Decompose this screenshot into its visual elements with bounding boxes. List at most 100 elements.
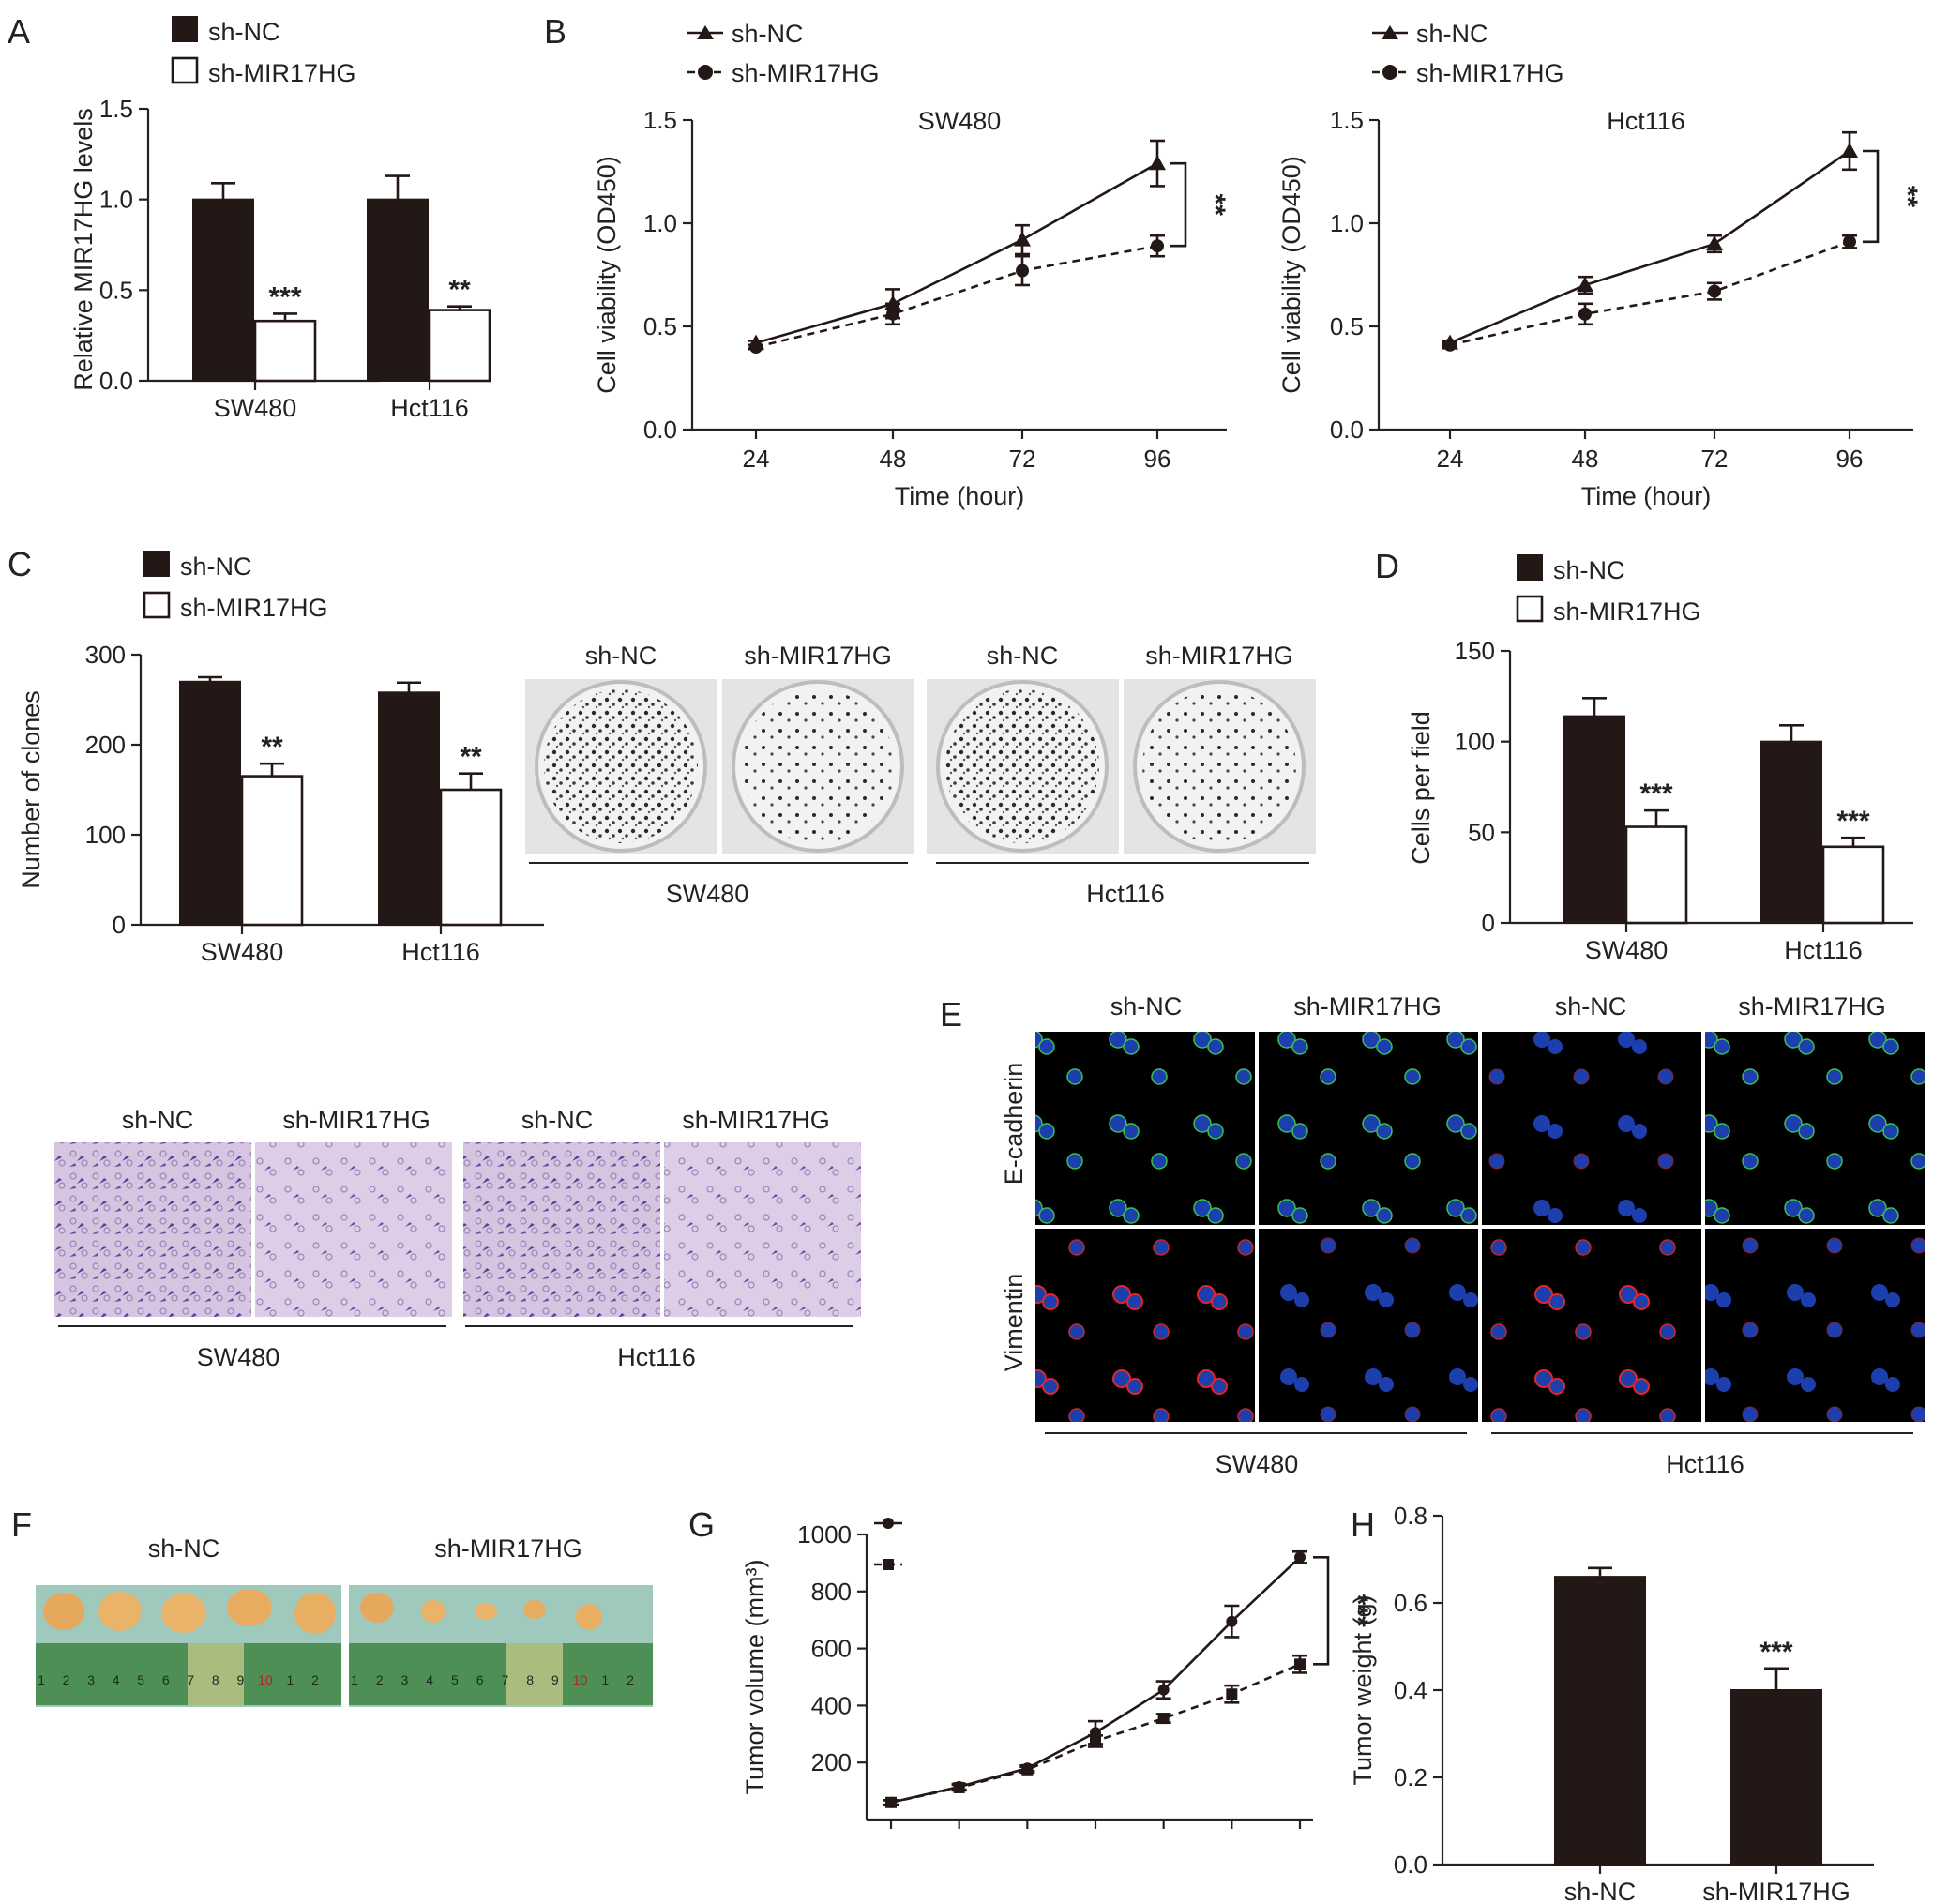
legend-b1-label-nc: sh-NC — [732, 20, 804, 48]
ruler-number: 8 — [526, 1672, 534, 1687]
legend-c-label-kd: sh-MIR17HG — [180, 594, 328, 622]
chart-title: Hct116 — [1607, 107, 1685, 135]
data-point — [1706, 235, 1723, 250]
data-point — [1021, 1763, 1034, 1776]
bar — [1624, 825, 1688, 925]
bar — [1821, 845, 1885, 925]
ruler-number: 1 — [351, 1672, 358, 1687]
y-tick-label: 1.5 — [643, 106, 677, 134]
if-photo-vim-sw480-nc — [1035, 1229, 1255, 1422]
data-point — [1843, 234, 1856, 249]
tumor-photo-kd — [349, 1585, 653, 1707]
ruler-number: 9 — [236, 1672, 244, 1687]
tumor-ruler-numbers: 1 2 3 4 5 6 7 8 9 10 1 2 1 2 3 4 5 6 7 8 9 10 1 2 — [38, 1672, 634, 1687]
data-point — [1157, 1684, 1170, 1696]
x-tick-label: 48 — [1572, 445, 1599, 473]
panel-letter-e: E — [940, 995, 962, 1034]
data-point — [1841, 143, 1858, 158]
legend-c-swatch-nc — [143, 551, 170, 577]
panel-letter-g: G — [688, 1505, 715, 1544]
ruler-number: 2 — [311, 1672, 319, 1687]
data-point — [1149, 155, 1166, 171]
significance-label: ** — [460, 742, 482, 773]
ruler-number: 7 — [501, 1672, 508, 1687]
y-tick-label: 0.2 — [1394, 1763, 1427, 1791]
significance-label: ** — [1892, 186, 1923, 208]
significance-label: *** — [268, 281, 301, 312]
bar — [1730, 1689, 1822, 1866]
x-axis-label: Time (hour) — [895, 482, 1025, 510]
y-axis-label: Tumor volume (mm³) — [741, 1559, 769, 1794]
ruler-number: 5 — [451, 1672, 459, 1687]
y-tick-label: 0.4 — [1394, 1676, 1427, 1704]
ruler-number: 2 — [376, 1672, 384, 1687]
y-tick-label: 150 — [1455, 637, 1495, 665]
if-photo-vim-sw480-kd — [1259, 1229, 1478, 1422]
ruler-number: 6 — [162, 1672, 170, 1687]
colony-col-label-1: sh-NC — [585, 642, 657, 670]
if-photo-vim-hct116-kd — [1705, 1229, 1925, 1422]
y-tick-label: 0.0 — [1330, 416, 1364, 444]
y-tick-label: 0.5 — [643, 312, 677, 340]
ruler-number: 4 — [426, 1672, 433, 1687]
data-point — [1294, 1551, 1306, 1564]
x-tick-label: sh-NC — [1564, 1878, 1637, 1904]
significance-bracket — [1170, 161, 1187, 248]
significance-bracket — [1863, 149, 1880, 244]
y-tick-label: 1.0 — [643, 209, 677, 237]
chart-title: SW480 — [918, 107, 1002, 135]
panel-letter-f: F — [11, 1505, 32, 1544]
ruler-number: 5 — [137, 1672, 144, 1687]
chart-b-hct116-viability: 0.0 0.5 1.0 1.5 Cell viability (OD450) 24 48 72… — [1277, 106, 1923, 510]
legend-d-label-nc: sh-NC — [1553, 556, 1625, 584]
legend-d-label-kd: sh-MIR17HG — [1553, 597, 1701, 626]
bar — [240, 775, 304, 927]
x-tick-label: 72 — [1701, 445, 1729, 473]
y-tick-label: 100 — [1455, 728, 1495, 756]
data-point — [886, 307, 899, 321]
transwell-group-label-hct116: Hct116 — [617, 1343, 696, 1371]
if-group-label-sw480: SW480 — [1216, 1450, 1299, 1478]
ruler-number: 1 — [38, 1672, 45, 1687]
y-tick-label: 200 — [85, 731, 126, 759]
x-tick-label: 48 — [880, 445, 907, 473]
data-point — [1016, 264, 1029, 278]
significance-label: *** — [1342, 1594, 1373, 1627]
transwell-photo-sw480-nc — [54, 1142, 251, 1317]
data-point — [1157, 1713, 1170, 1725]
x-tick-label: sh-MIR17HG — [1702, 1878, 1850, 1904]
if-row-label-vimentin: Vimentin — [1000, 1274, 1028, 1372]
y-tick-label: 100 — [85, 821, 126, 849]
legend-c-label-nc: sh-NC — [180, 552, 252, 581]
if-col-label-1: sh-NC — [1110, 992, 1183, 1020]
y-tick-label: 1.5 — [1330, 106, 1364, 134]
if-col-label-3: sh-NC — [1555, 992, 1627, 1020]
legend-b2-label-nc: sh-NC — [1416, 20, 1488, 48]
series-line-kd — [1449, 240, 1850, 347]
transwell-photo-hct116-kd — [664, 1142, 861, 1317]
y-tick-label: 1.0 — [99, 186, 133, 214]
colony-group-label-sw480: SW480 — [666, 880, 749, 908]
legend-a-swatch-kd — [171, 56, 199, 84]
if-col-label-2: sh-MIR17HG — [1293, 992, 1442, 1020]
x-axis-label: Time (hour) — [1581, 482, 1712, 510]
data-point — [1090, 1735, 1101, 1747]
transwell-col-label-2: sh-MIR17HG — [282, 1106, 430, 1134]
if-photo-ecad-sw480-nc — [1035, 1032, 1255, 1225]
transwell-photo-hct116-nc — [463, 1142, 660, 1317]
y-tick-label: 400 — [811, 1691, 852, 1719]
y-axis-label: Tumor weight (g) — [1349, 1594, 1377, 1785]
chart-h-tumor-weight: 0.0 0.2 0.4 0.6 0.8 Tumor weight (g) sh-NC *** s… — [1349, 1502, 1874, 1904]
series-line-kd — [755, 244, 1158, 349]
y-tick-label: 0.0 — [1394, 1851, 1427, 1879]
bar — [367, 198, 429, 382]
colony-plate-hct116-nc — [927, 679, 1119, 854]
data-point — [749, 340, 763, 354]
colony-group-label-hct116: Hct116 — [1086, 880, 1165, 908]
bar — [253, 319, 317, 383]
x-tick-label: 96 — [1836, 445, 1864, 473]
bar — [1554, 1576, 1646, 1866]
colony-plate-hct116-kd — [1124, 679, 1316, 854]
tumor-photo-nc — [36, 1585, 341, 1707]
